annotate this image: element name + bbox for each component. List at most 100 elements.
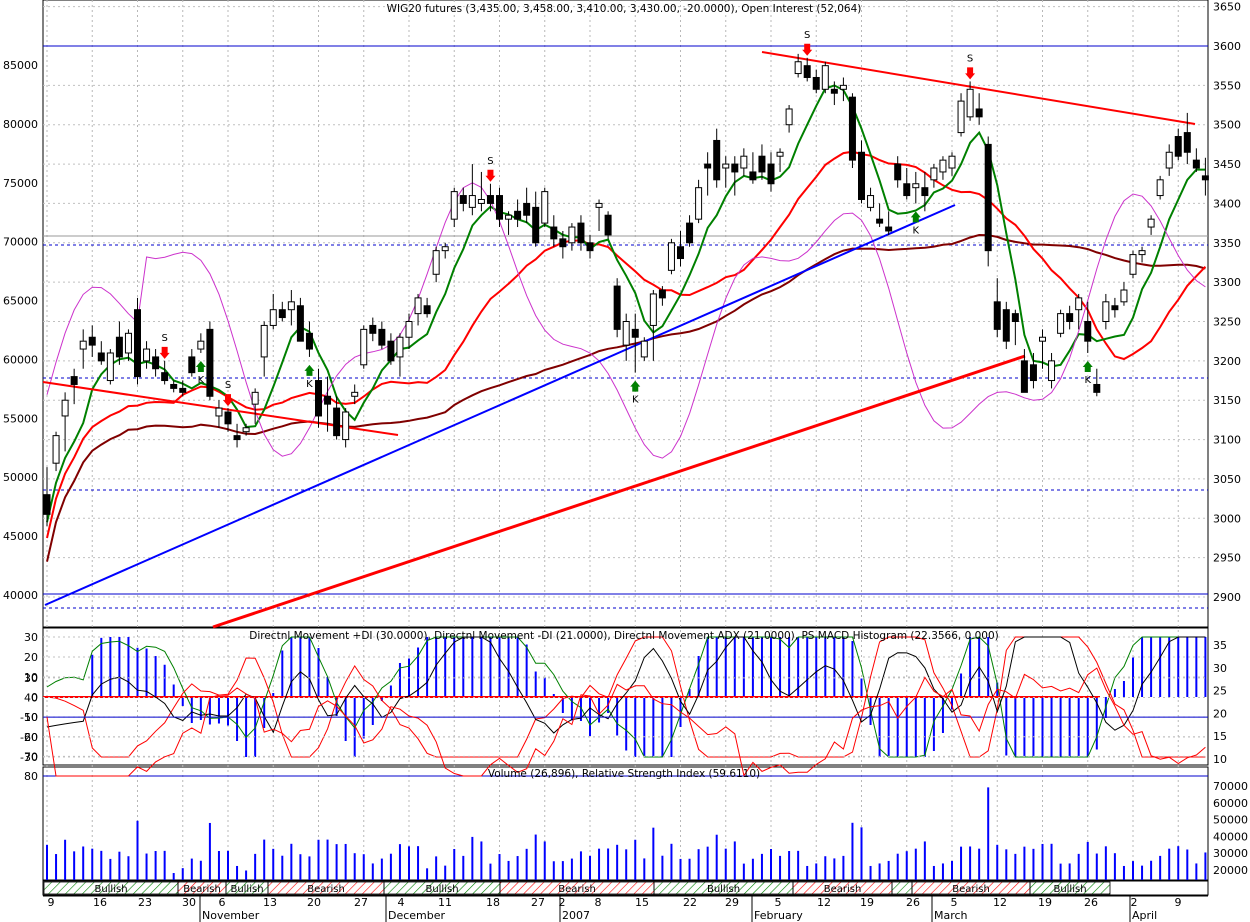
buy-signal-label: K bbox=[632, 395, 639, 406]
candle-up bbox=[1165, 151, 1173, 169]
price-pane-title: WIG20 futures (3,435.00, 3,458.00, 3,410… bbox=[387, 3, 862, 15]
x-month-label: November bbox=[202, 909, 260, 922]
candle-up bbox=[1147, 218, 1155, 228]
candle-down bbox=[658, 289, 666, 299]
candle-up bbox=[794, 61, 802, 75]
candle-down bbox=[315, 380, 322, 417]
candle-down bbox=[803, 65, 811, 78]
trendline-red-resistance bbox=[761, 51, 1196, 125]
y-right-tick-label: 3550 bbox=[1213, 79, 1241, 92]
sell-signal-arrow bbox=[159, 346, 170, 359]
candle-up bbox=[450, 191, 458, 220]
candle-up bbox=[1129, 254, 1137, 275]
x-month-label: 2007 bbox=[562, 909, 590, 922]
candle-up bbox=[414, 297, 422, 315]
y-left-tick-label: 30 bbox=[24, 631, 38, 644]
y-left-tick-label: 80000 bbox=[3, 118, 38, 131]
candle-down bbox=[550, 226, 558, 240]
candle-up bbox=[595, 202, 603, 208]
candle-up bbox=[269, 309, 277, 326]
candle-up bbox=[1120, 289, 1128, 303]
candle-down bbox=[115, 336, 123, 358]
y-right-tick-label: 3100 bbox=[1213, 434, 1241, 447]
candle-down bbox=[984, 143, 992, 252]
candle-down bbox=[233, 435, 241, 441]
candle-down bbox=[333, 407, 341, 437]
trend-segment-label: Bullish bbox=[1053, 884, 1086, 895]
candle-down bbox=[496, 195, 503, 220]
y-right-tick-label: 20000 bbox=[1213, 864, 1248, 877]
trend-segment-label: Bullish bbox=[707, 884, 740, 895]
candle-down bbox=[459, 195, 467, 204]
candle-up bbox=[740, 155, 748, 169]
candle-up bbox=[342, 411, 350, 441]
x-day-tick-label: 20 bbox=[307, 896, 321, 909]
y-left-tick-label: 60000 bbox=[3, 353, 38, 366]
candle-up bbox=[957, 100, 965, 134]
x-day-tick-label: 8 bbox=[595, 896, 602, 909]
candle-down bbox=[848, 96, 856, 161]
candle-up bbox=[432, 250, 440, 275]
candle-up bbox=[695, 187, 703, 220]
candle-down bbox=[1183, 132, 1191, 153]
y-left-tick-label: 40000 bbox=[3, 589, 38, 602]
y-left-tick-label: 10 bbox=[24, 671, 38, 684]
buy-signal-arrow bbox=[1082, 360, 1093, 372]
candle-up bbox=[966, 88, 974, 118]
buy-signal-label: K bbox=[198, 375, 205, 386]
trend-segment-label: Bearish bbox=[824, 884, 862, 895]
candle-down bbox=[134, 309, 141, 378]
candle-down bbox=[152, 356, 160, 370]
buy-signal-arrow bbox=[630, 380, 641, 392]
trend-segment-bull bbox=[891, 881, 913, 895]
candle-down bbox=[677, 246, 684, 260]
y-right-tick-label: 3300 bbox=[1213, 276, 1241, 289]
candle-up bbox=[468, 195, 476, 208]
candle-up bbox=[251, 391, 259, 405]
y-left-tick-label: 50000 bbox=[3, 471, 38, 484]
candle-up bbox=[351, 391, 359, 397]
candle-down bbox=[514, 210, 522, 220]
candle-down bbox=[486, 195, 494, 204]
minus-di-line bbox=[46, 636, 1206, 758]
candle-down bbox=[296, 305, 304, 342]
y-right-tick-label: 35 bbox=[1213, 639, 1227, 652]
x-day-tick-label: 2 bbox=[1131, 896, 1138, 909]
x-day-tick-label: 5 bbox=[775, 896, 782, 909]
buy-signal-label: K bbox=[913, 225, 920, 236]
candle-down bbox=[378, 328, 386, 346]
candle-down bbox=[812, 76, 820, 90]
y-right-tick-label: 3200 bbox=[1213, 355, 1241, 368]
x-day-tick-label: 12 bbox=[817, 896, 831, 909]
x-day-tick-label: 11 bbox=[438, 896, 452, 909]
candle-down bbox=[586, 242, 594, 252]
candle-down bbox=[577, 222, 585, 244]
candle-down bbox=[43, 494, 51, 515]
y-left-tick-label: 75000 bbox=[3, 177, 38, 190]
x-day-tick-label: 9 bbox=[1175, 896, 1182, 909]
x-day-tick-label: 27 bbox=[354, 896, 368, 909]
y-right-tick-label: 2950 bbox=[1213, 552, 1241, 565]
sell-signal-label: S bbox=[487, 156, 493, 167]
candle-up bbox=[441, 246, 449, 252]
candle-up bbox=[1138, 250, 1146, 256]
candle-up bbox=[776, 151, 784, 157]
candle-down bbox=[830, 88, 838, 94]
rsi-line bbox=[46, 667, 1206, 777]
y-right-tick-label: 2900 bbox=[1213, 591, 1241, 604]
y-left-tick-label: 60 bbox=[24, 731, 38, 744]
trend-frame bbox=[42, 880, 1209, 896]
y-right-tick-label: 10 bbox=[1213, 753, 1227, 766]
candle-down bbox=[903, 183, 911, 197]
candle-up bbox=[785, 108, 793, 126]
x-month-label: March bbox=[934, 909, 968, 922]
x-day-tick-label: 6 bbox=[219, 896, 226, 909]
candle-up bbox=[242, 427, 250, 433]
candle-down bbox=[749, 171, 757, 181]
x-day-tick-label: 19 bbox=[1038, 896, 1052, 909]
candle-up bbox=[667, 242, 675, 271]
y-right-tick-label: 3500 bbox=[1213, 119, 1241, 132]
candle-up bbox=[287, 301, 295, 311]
x-day-tick-label: 26 bbox=[906, 896, 920, 909]
